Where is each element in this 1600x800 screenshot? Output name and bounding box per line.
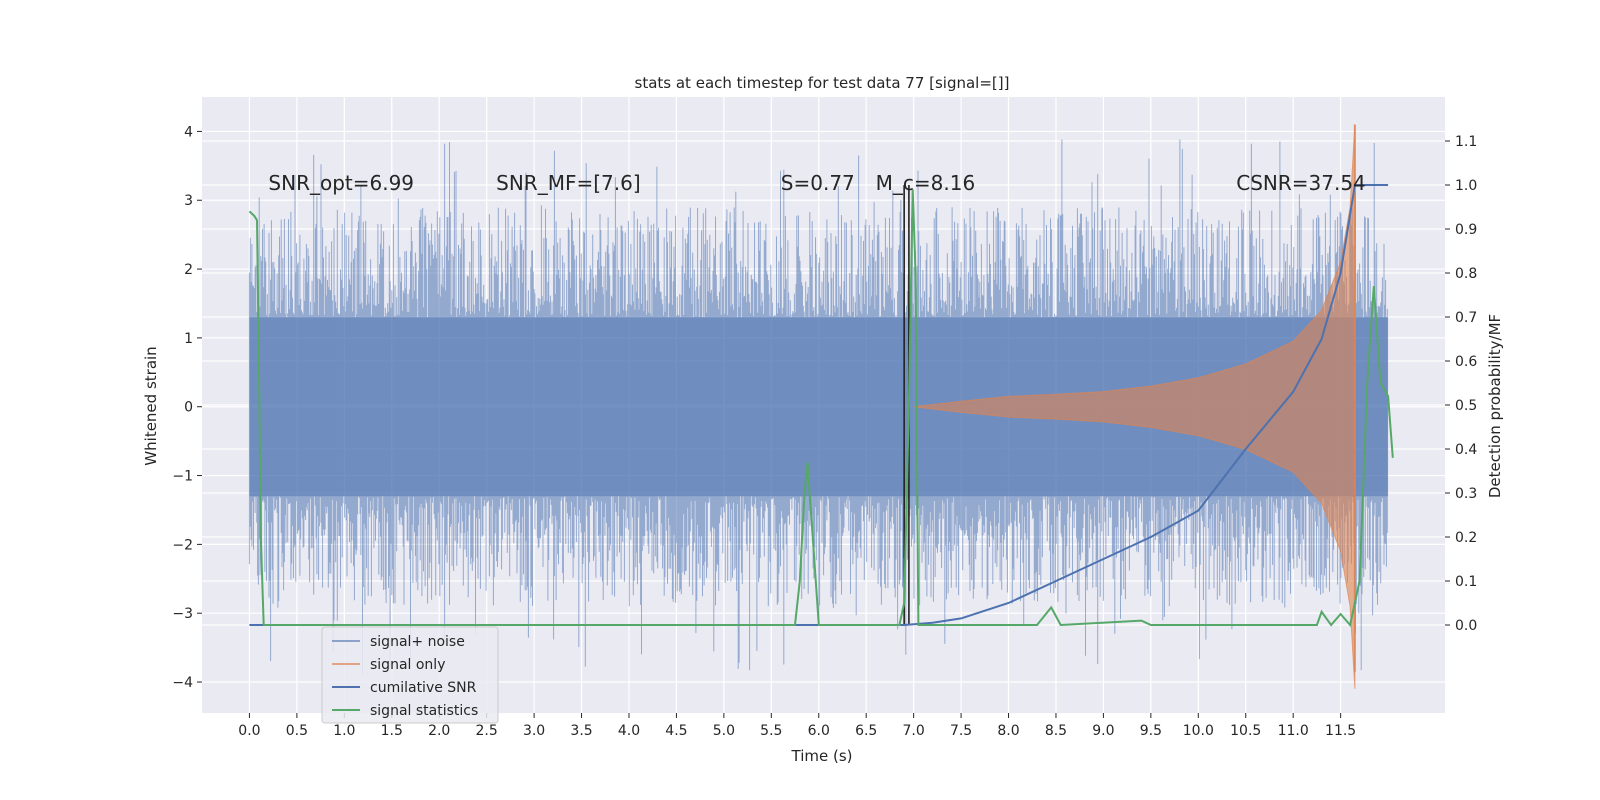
x-tick-label: 10.0 (1183, 723, 1214, 739)
x-tick-label: 10.5 (1230, 723, 1261, 739)
y2-tick-label: 0.7 (1455, 310, 1477, 326)
x-tick-label: 3.5 (570, 723, 592, 739)
signal-only-series (913, 124, 1356, 689)
y2-tick-label: 1.1 (1455, 134, 1477, 150)
x-tick-label: 6.5 (855, 723, 877, 739)
x-tick-label: 8.0 (997, 723, 1019, 739)
y2-tick-label: 0.3 (1455, 486, 1477, 502)
y-tick-label: 0 (184, 400, 193, 416)
legend-label: signal only (370, 657, 445, 673)
cumulative-snr-series (249, 184, 1389, 626)
y2-tick-label: 0.6 (1455, 354, 1477, 370)
annotation-label: S=0.77 (781, 171, 855, 195)
y-tick-label: −2 (172, 537, 193, 553)
x-tick-label: 8.5 (1045, 723, 1067, 739)
annotation-label: M_c=8.16 (876, 171, 976, 195)
cumulative-snr-line (249, 184, 1389, 626)
y2-tick-label: 0.8 (1455, 266, 1477, 282)
chart-title: stats at each timestep for test data 77 … (635, 74, 1010, 92)
x-tick-label: 6.0 (808, 723, 830, 739)
x-tick-label: 2.0 (428, 723, 450, 739)
x-tick-label: 1.5 (381, 723, 403, 739)
y-tick-label: 3 (184, 193, 193, 209)
y-tick-label: −1 (172, 469, 193, 485)
x-axis-label: Time (s) (791, 747, 853, 765)
legend-label: signal+ noise (370, 634, 465, 650)
x-tick-label: 11.0 (1278, 723, 1309, 739)
x-tick-label: 5.0 (713, 723, 735, 739)
y2-tick-label: 0.1 (1455, 574, 1477, 590)
x-tick-label: 0.0 (238, 723, 260, 739)
y2-tick-label: 0.4 (1455, 442, 1477, 458)
annotations: SNR_opt=6.99 SNR_MF=[7.6] S=0.77 M_c=8.16 CS… (268, 171, 1365, 195)
y2-tick-label: 0.5 (1455, 398, 1477, 414)
y2-tick-label: 0.9 (1455, 222, 1477, 238)
x-tick-label: 7.5 (950, 723, 972, 739)
legend-label: cumilative SNR (370, 680, 477, 696)
annotation-label: SNR_opt=6.99 (268, 171, 414, 195)
y-tick-label: 2 (184, 262, 193, 278)
y-axis-label: Whitened strain (142, 346, 160, 465)
signal-statistics-series (248, 189, 1394, 628)
annotation-label: CSNR=37.54 (1236, 171, 1366, 195)
x-tick-label: 5.5 (760, 723, 782, 739)
x-tick-label: 1.0 (333, 723, 355, 739)
x-tick-label: 7.0 (903, 723, 925, 739)
y-tick-label: −3 (172, 606, 193, 622)
x-tick-label: 9.5 (1140, 723, 1162, 739)
y2-tick-label: 1.0 (1455, 178, 1477, 194)
x-tick-label: 0.5 (286, 723, 308, 739)
y2-tick-label: 0.2 (1455, 530, 1477, 546)
legend-box (321, 626, 499, 724)
x-tick-label: 4.5 (665, 723, 687, 739)
y-tick-label: 4 (184, 124, 193, 140)
signal-statistics-line (248, 189, 1394, 628)
x-tick-label: 3.0 (523, 723, 545, 739)
x-tick-label: 11.5 (1325, 723, 1356, 739)
x-tick-label: 4.0 (618, 723, 640, 739)
annotation-label: SNR_MF=[7.6] (496, 171, 640, 195)
y2-axis-label: Detection probability/MF (1486, 314, 1504, 498)
y-tick-label: −4 (172, 675, 193, 691)
axis-ticks: 0.0 0.5 1.0 1.5 2.0 2.5 3.0 3.5 4.0 4.5 5.0 5.5 6.0 6… (172, 124, 1477, 739)
legend-label: signal statistics (370, 703, 478, 719)
x-tick-label: 2.5 (476, 723, 498, 739)
y2-tick-label: 0.0 (1455, 618, 1477, 634)
x-tick-label: 9.0 (1092, 723, 1114, 739)
y-tick-label: 1 (184, 331, 193, 347)
legend: signal+ noise signal only cumilative SNR si… (321, 626, 499, 724)
